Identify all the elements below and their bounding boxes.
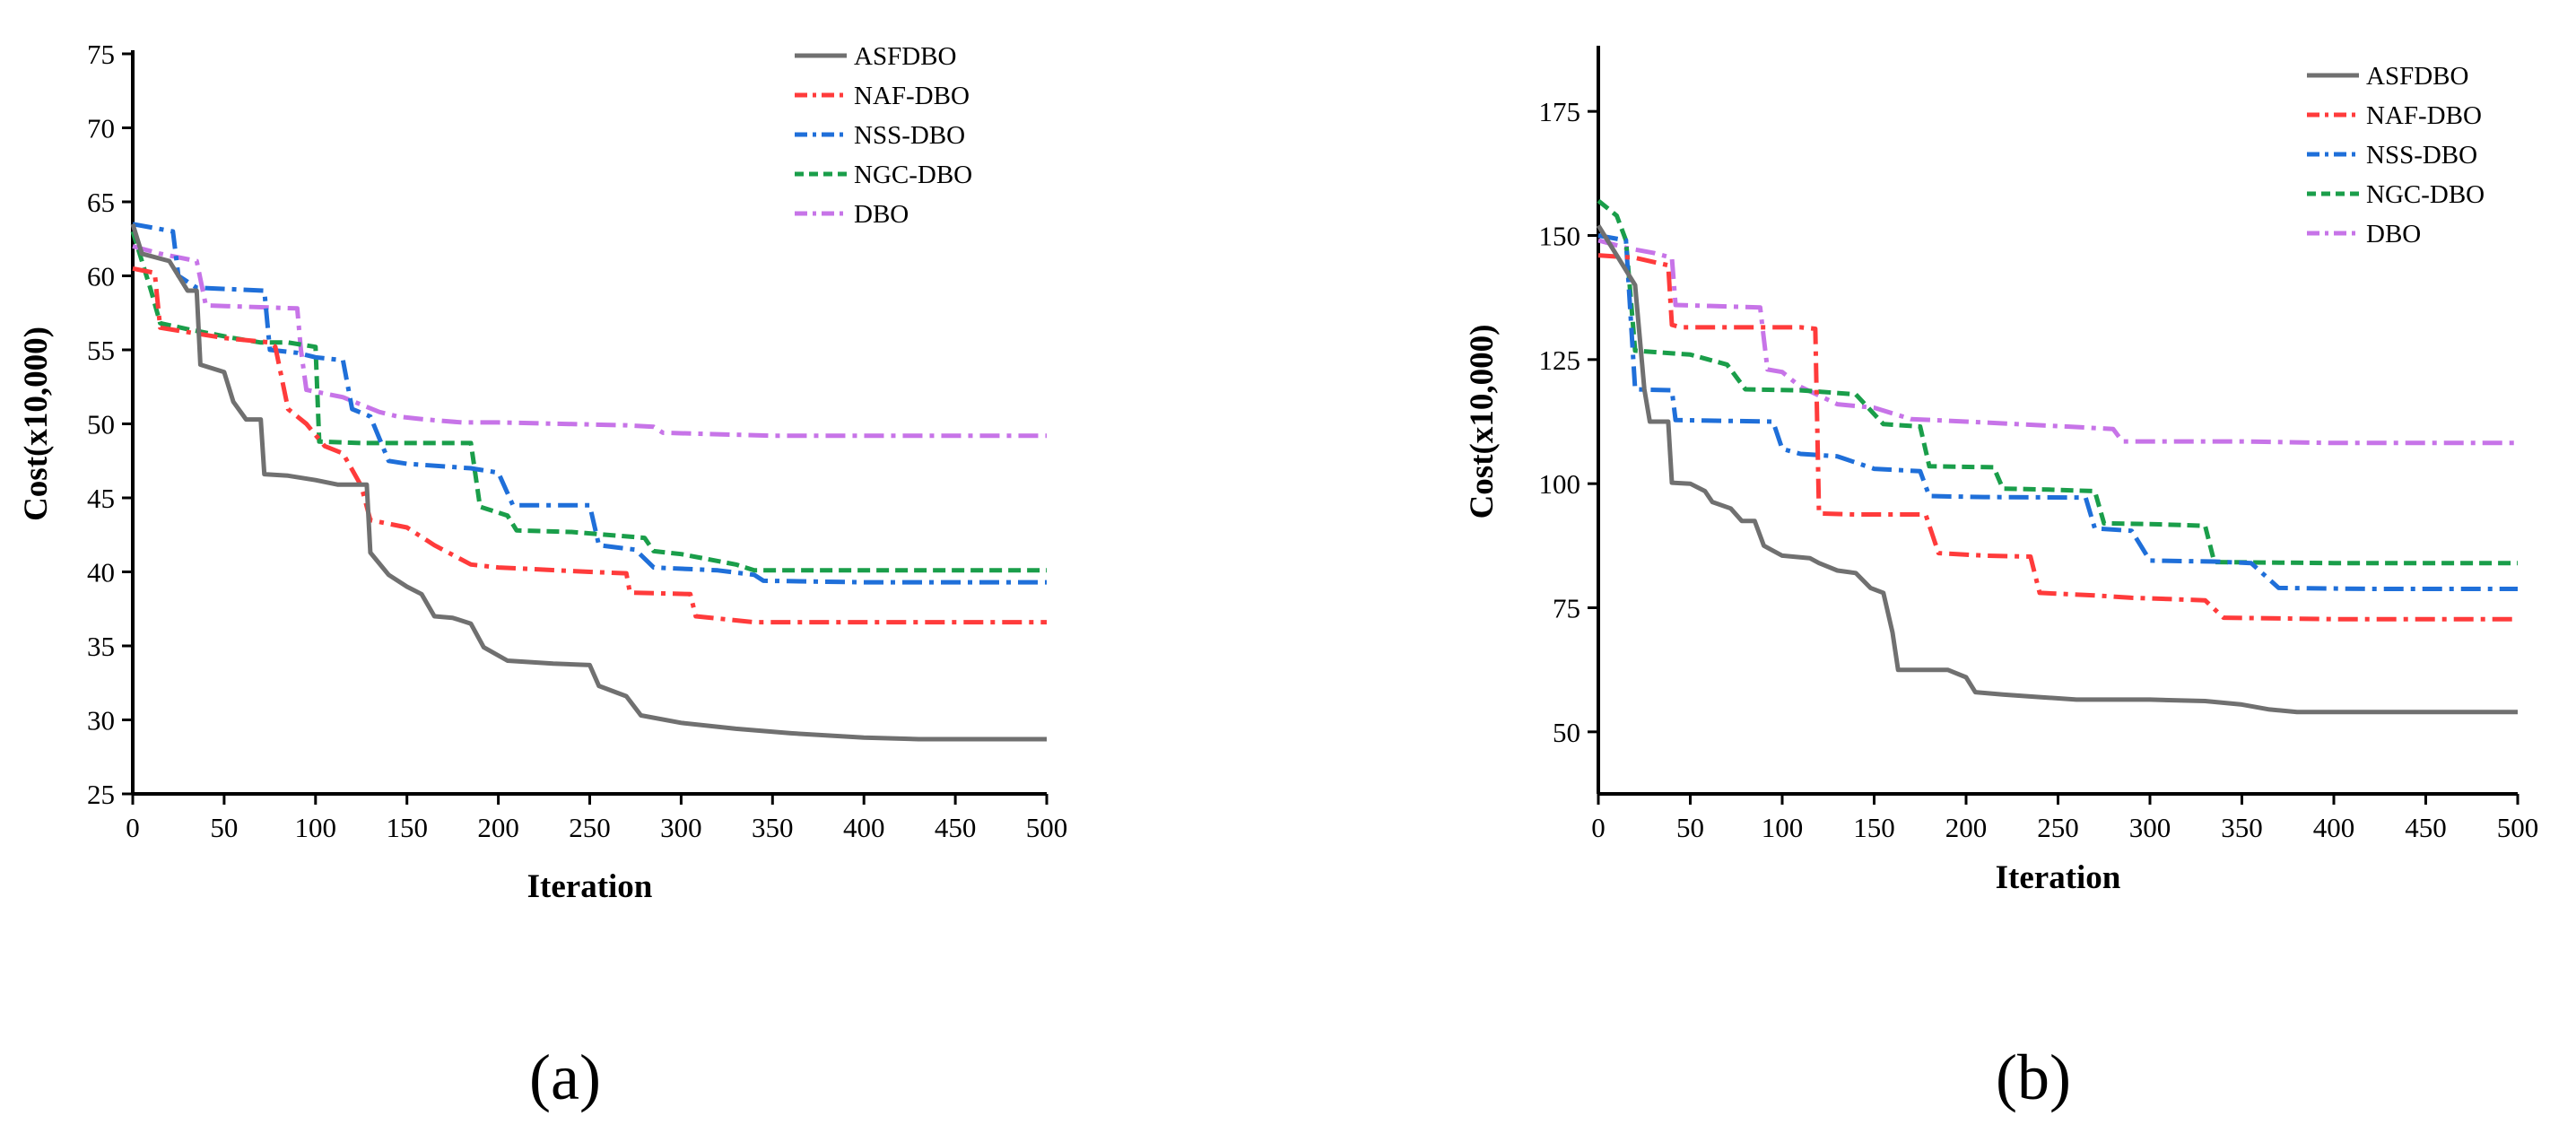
x-tick-label-a: 100 (295, 812, 337, 843)
x-tick-label-a: 500 (1026, 812, 1068, 843)
x-tick-label-b: 0 (1591, 812, 1606, 843)
legend-label-naf-dbo-a: NAF-DBO (854, 82, 970, 110)
x-tick-label-a: 300 (660, 812, 702, 843)
x-tick-label-a: 350 (752, 812, 794, 843)
y-tick-label-a: 60 (87, 261, 115, 292)
series-line-dbo-b (1597, 238, 2518, 446)
x-tick-label-b: 150 (1853, 812, 1895, 843)
y-axis-label-a: Cost(x10,000) (18, 327, 55, 521)
x-tick-label-a: 250 (569, 812, 611, 843)
x-axis-label-a: Iteration (527, 868, 653, 905)
legend-label-nss-dbo-b: NSS-DBO (2366, 141, 2477, 170)
x-tick-label-a: 200 (477, 812, 519, 843)
legend-label-ngc-dbo-b: NGC-DBO (2366, 180, 2485, 209)
x-tick-label-b: 450 (2405, 812, 2447, 843)
legend-label-nss-dbo-a: NSS-DBO (854, 121, 965, 150)
y-tick-label-b: 75 (1553, 593, 1580, 624)
x-tick-label-b: 250 (2037, 812, 2079, 843)
y-tick-label-a: 35 (87, 631, 115, 662)
x-tick-label-b: 400 (2313, 812, 2355, 843)
x-axis-label-b: Iteration (1996, 859, 2121, 896)
legend-label-naf-dbo-b: NAF-DBO (2366, 101, 2482, 130)
y-tick-label-b: 175 (1539, 96, 1581, 127)
x-tick-label-b: 300 (2129, 812, 2171, 843)
series-line-asfdbo-b (1596, 224, 2518, 715)
y-tick-label-b: 100 (1539, 468, 1581, 500)
x-tick-label-b: 500 (2497, 812, 2539, 843)
legend-label-asfdbo-b: ASFDBO (2366, 62, 2468, 91)
y-tick-label-a: 30 (87, 705, 115, 736)
legend-label-ngc-dbo-a: NGC-DBO (854, 161, 972, 189)
series-line-naf-dbo-a (132, 266, 1047, 625)
y-tick-label-b: 50 (1553, 717, 1580, 748)
y-axis-label-b: Cost(x10,000) (1464, 325, 1501, 519)
legend-label-dbo-b: DBO (2366, 220, 2421, 248)
chart-b: 50 75 100 125 150 175 0 50 100 150 200 250 300 350 400… (1464, 46, 2538, 1113)
panel-label-a: (a) (529, 1041, 601, 1113)
panel-label-b: (b) (1996, 1041, 2071, 1113)
legend-label-asfdbo-a: ASFDBO (854, 42, 956, 71)
y-tick-label-a: 40 (87, 557, 115, 588)
y-tick-label-a: 45 (87, 483, 115, 514)
x-tick-label-b: 350 (2221, 812, 2263, 843)
series-line-naf-dbo-b (1597, 253, 2518, 622)
y-tick-label-b: 150 (1539, 221, 1581, 252)
x-tick-label-a: 450 (935, 812, 977, 843)
x-tick-label-a: 150 (386, 812, 428, 843)
legend-label-dbo-a: DBO (854, 200, 909, 229)
y-tick-label-a: 65 (87, 187, 115, 218)
chart-a: 25 30 35 40 45 50 55 60 65 70 75 0 50 100 150 200 250 300… (18, 39, 1067, 1113)
x-tick-label-b: 200 (1945, 812, 1988, 843)
x-tick-label-b: 50 (1676, 812, 1704, 843)
x-tick-label-a: 0 (126, 812, 140, 843)
y-tick-label-b: 125 (1539, 344, 1581, 376)
y-tick-label-a: 70 (87, 113, 115, 144)
x-tick-label-a: 50 (210, 812, 238, 843)
series-line-nss-dbo-b (1597, 233, 2518, 591)
y-tick-label-a: 25 (87, 779, 115, 810)
series-line-ngc-dbo-b (1597, 198, 2518, 566)
x-tick-label-a: 400 (843, 812, 885, 843)
series-line-asfdbo-a (130, 223, 1047, 742)
series-line-nss-dbo-a (132, 222, 1047, 585)
series-line-dbo-a (132, 244, 1047, 439)
series-line-ngc-dbo-a (130, 231, 1047, 573)
y-tick-label-a: 50 (87, 409, 115, 440)
y-tick-label-a: 75 (87, 39, 115, 70)
x-tick-label-b: 100 (1762, 812, 1804, 843)
y-tick-label-a: 55 (87, 335, 115, 366)
